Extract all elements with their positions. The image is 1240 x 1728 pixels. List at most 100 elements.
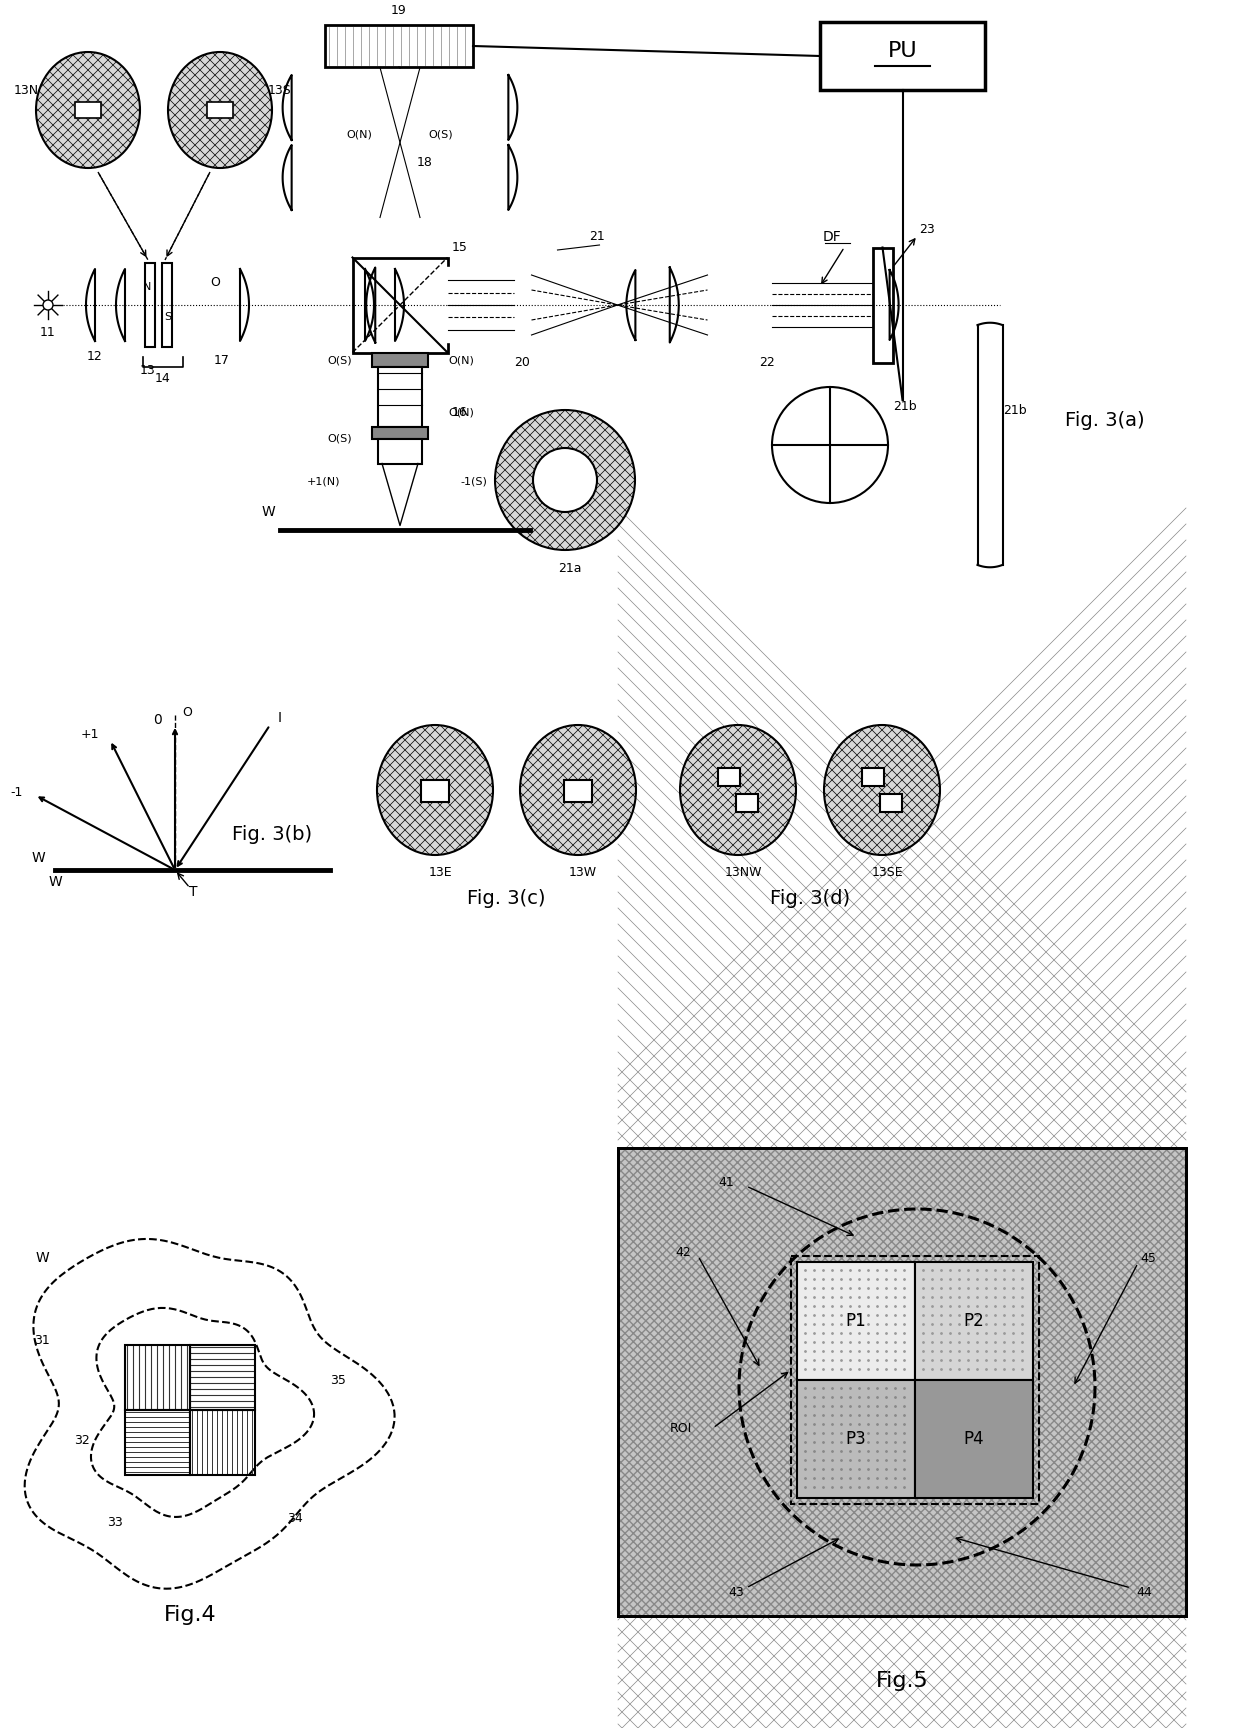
Ellipse shape [825, 726, 940, 855]
Text: W: W [262, 505, 275, 518]
Text: Fig.5: Fig.5 [875, 1671, 929, 1692]
Bar [145, 263, 155, 347]
Bar [325, 24, 472, 67]
Text: P3: P3 [846, 1431, 867, 1448]
Bar [718, 767, 740, 786]
Bar [791, 1256, 1039, 1503]
Text: O: O [210, 276, 219, 290]
Ellipse shape [377, 726, 494, 855]
Text: 33: 33 [107, 1515, 123, 1529]
Text: O(N): O(N) [448, 356, 474, 366]
Text: I: I [278, 710, 281, 726]
Text: 32: 32 [74, 1434, 89, 1446]
Text: 21a: 21a [558, 562, 582, 574]
Text: O(N): O(N) [448, 408, 474, 418]
Bar [378, 366, 422, 427]
Bar [618, 1147, 1185, 1616]
Text: 13S: 13S [268, 83, 291, 97]
Text: 13: 13 [140, 363, 156, 377]
Bar [880, 793, 901, 812]
Bar [352, 257, 448, 353]
Text: O(N): O(N) [346, 130, 372, 140]
Text: Fig. 3(b): Fig. 3(b) [232, 826, 312, 845]
Text: 0: 0 [153, 714, 161, 727]
Text: 13E: 13E [428, 866, 451, 880]
Bar [207, 102, 233, 118]
Text: 13N: 13N [14, 83, 38, 97]
Polygon shape [626, 270, 899, 340]
Bar [915, 1381, 1033, 1498]
Text: PU: PU [888, 41, 918, 60]
Ellipse shape [167, 52, 272, 168]
Text: +1(N): +1(N) [306, 477, 340, 487]
Text: 12: 12 [87, 351, 103, 363]
Bar [820, 22, 985, 90]
Bar [797, 1261, 915, 1381]
Text: 13W: 13W [569, 866, 598, 880]
Text: +1: +1 [81, 729, 99, 741]
Polygon shape [283, 74, 517, 140]
Text: 35: 35 [330, 1374, 346, 1386]
Text: O: O [182, 705, 192, 719]
Text: 14: 14 [155, 373, 171, 385]
Polygon shape [283, 145, 517, 211]
Text: -1(S): -1(S) [460, 477, 487, 487]
Text: W: W [35, 1251, 48, 1265]
Bar [125, 1410, 190, 1476]
Text: 15: 15 [451, 240, 467, 254]
Text: N: N [143, 282, 151, 292]
Circle shape [533, 448, 596, 511]
Text: 23: 23 [920, 223, 935, 237]
Polygon shape [0, 270, 249, 340]
Text: 17: 17 [215, 354, 229, 366]
Ellipse shape [520, 726, 636, 855]
Text: O(S): O(S) [327, 434, 352, 444]
Text: 44: 44 [1136, 1586, 1152, 1600]
Text: O(S): O(S) [327, 356, 352, 366]
Bar [190, 1410, 255, 1476]
Text: 18: 18 [417, 156, 433, 169]
Text: Fig. 3(c): Fig. 3(c) [466, 888, 546, 907]
Text: O(S): O(S) [428, 130, 453, 140]
Text: 13NW: 13NW [724, 866, 761, 880]
Text: Fig. 3(a): Fig. 3(a) [1065, 411, 1145, 430]
Text: 31: 31 [35, 1334, 50, 1346]
Text: 42: 42 [675, 1246, 691, 1260]
Ellipse shape [36, 52, 140, 168]
Text: ROI: ROI [670, 1422, 692, 1434]
Bar [915, 1261, 1033, 1381]
Text: 13SE: 13SE [872, 866, 903, 880]
Bar [190, 1344, 255, 1410]
Ellipse shape [495, 410, 635, 550]
Bar [74, 102, 100, 118]
Bar [372, 353, 428, 366]
Ellipse shape [680, 726, 796, 855]
Text: 41: 41 [718, 1177, 734, 1189]
Text: 22: 22 [760, 356, 775, 370]
Bar [372, 427, 428, 439]
Text: DF: DF [823, 230, 842, 244]
Circle shape [773, 387, 888, 503]
Bar [162, 263, 172, 347]
Polygon shape [977, 323, 1002, 567]
Bar [618, 1147, 1185, 1616]
Polygon shape [86, 270, 374, 340]
Bar [564, 779, 591, 802]
Circle shape [43, 301, 53, 309]
Bar [378, 439, 422, 463]
Bar [618, 1147, 1185, 1616]
Text: -1: -1 [11, 786, 24, 798]
Bar [862, 767, 884, 786]
Polygon shape [366, 268, 678, 342]
Text: P1: P1 [846, 1312, 867, 1331]
Text: 19: 19 [391, 3, 407, 17]
Text: 45: 45 [1140, 1251, 1156, 1265]
Text: P4: P4 [963, 1431, 985, 1448]
Text: 43: 43 [728, 1586, 744, 1600]
Bar [422, 779, 449, 802]
Text: 21: 21 [590, 230, 605, 244]
Text: 21b: 21b [893, 401, 916, 413]
Bar [618, 1147, 1185, 1616]
Text: W: W [48, 874, 62, 888]
Bar [618, 1147, 1185, 1616]
